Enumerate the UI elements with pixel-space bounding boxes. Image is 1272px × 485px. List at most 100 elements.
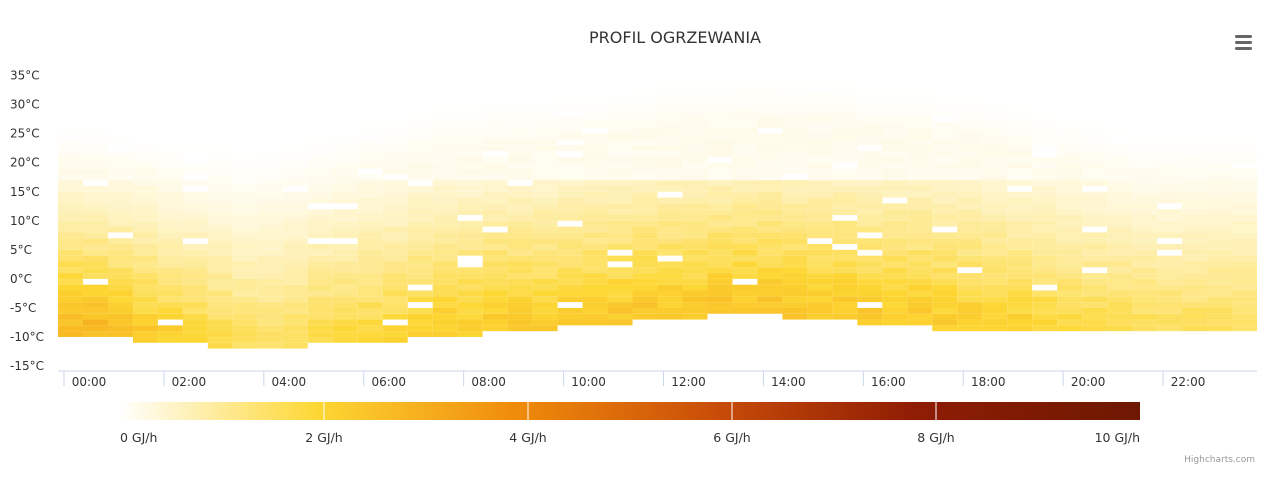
heatmap-cell — [757, 261, 783, 268]
heatmap-cell — [582, 122, 608, 128]
heatmap-cell — [1232, 156, 1257, 163]
heatmap-cell — [957, 122, 983, 128]
heatmap-cell — [432, 331, 458, 337]
heatmap-cell — [507, 302, 533, 308]
heatmap-cell — [1232, 145, 1257, 152]
heatmap-cell — [832, 151, 858, 157]
heatmap-cell — [557, 273, 583, 279]
heatmap-cell — [932, 273, 958, 279]
hamburger-menu-icon[interactable] — [1235, 35, 1252, 50]
heatmap-cell — [857, 313, 883, 320]
heatmap-cell — [882, 127, 908, 134]
heatmap-cell — [482, 278, 508, 285]
heatmap-cell — [432, 319, 458, 326]
heatmap-cell — [657, 273, 683, 279]
heatmap-cell — [107, 278, 133, 285]
heatmap-cell — [1007, 127, 1033, 134]
heatmap-cell — [882, 174, 908, 181]
heatmap-cell — [457, 319, 483, 326]
heatmap-cell — [107, 267, 133, 274]
heatmap-cell — [1057, 226, 1083, 233]
heatmap-cell — [807, 145, 833, 152]
heatmap-cell — [1082, 209, 1108, 215]
heatmap-cell — [1057, 273, 1083, 279]
colorbar-label: 4 GJ/h — [509, 430, 546, 445]
heatmap-cell — [482, 168, 508, 175]
heatmap-cell — [657, 98, 683, 105]
heatmap-cell — [82, 226, 108, 233]
heatmap-cell — [907, 249, 933, 256]
heatmap-cell — [982, 319, 1008, 326]
heatmap-cell — [207, 232, 233, 239]
heatmap-cell — [607, 319, 633, 326]
heatmap-cell — [1182, 267, 1208, 274]
heatmap-cell — [557, 174, 583, 181]
heatmap-cell — [257, 255, 283, 262]
heatmap-cell — [1157, 278, 1183, 285]
heatmap-cell — [207, 191, 233, 198]
heatmap-cell — [207, 197, 233, 204]
heatmap-cell — [882, 244, 908, 250]
heatmap-cell — [82, 203, 108, 210]
heatmap-cell — [357, 203, 383, 210]
heatmap-cell — [307, 273, 333, 279]
heatmap-cell — [932, 104, 958, 111]
heatmap-cell — [857, 122, 883, 128]
heatmap-cell — [532, 313, 558, 320]
heatmap-cell — [1232, 139, 1257, 146]
heatmap-cell — [58, 168, 83, 175]
heatmap-cell — [632, 180, 658, 186]
heatmap-cell — [1082, 203, 1108, 210]
heatmap-cell — [58, 220, 83, 227]
heatmap-cell — [532, 302, 558, 308]
heatmap-cell — [557, 313, 583, 320]
heatmap-cell — [807, 98, 833, 105]
heatmap-cell — [782, 238, 808, 245]
heatmap-cell — [157, 238, 183, 245]
heatmap-cell — [682, 174, 708, 181]
heatmap-cell — [832, 267, 858, 274]
context-menu-button[interactable] — [1228, 29, 1258, 55]
heatmap-cell — [1182, 197, 1208, 204]
heatmap-cell — [207, 174, 233, 181]
heatmap-cell — [1207, 145, 1233, 152]
heatmap-cell — [432, 151, 458, 157]
heatmap-cell — [207, 313, 233, 320]
heatmap-cell — [557, 180, 583, 186]
heatmap-cell — [957, 133, 983, 140]
credits-link[interactable]: Highcharts.com — [1184, 455, 1255, 465]
heatmap-cell — [382, 151, 408, 157]
heatmap-cell — [232, 156, 258, 163]
heatmap-cell — [482, 162, 508, 169]
heatmap-cell — [732, 255, 758, 262]
heatmap-cell — [582, 226, 608, 233]
heatmap-cell — [457, 331, 483, 337]
heatmap-cell — [132, 278, 158, 285]
heatmap-cell — [1107, 191, 1133, 198]
heatmap-cell — [1182, 185, 1208, 192]
heatmap-cell — [507, 215, 533, 221]
heatmap-cell — [757, 191, 783, 198]
heatmap-cell — [732, 220, 758, 227]
heatmap-cell — [1007, 313, 1033, 320]
x-tick-label: 06:00 — [371, 375, 406, 389]
heatmap-cell — [507, 249, 533, 256]
heatmap-cell — [882, 313, 908, 320]
heatmap-cell — [157, 185, 183, 192]
heatmap-cell — [1057, 255, 1083, 262]
heatmap-cell — [807, 133, 833, 140]
heatmap-cell — [632, 145, 658, 152]
heatmap-cell — [232, 284, 258, 291]
heatmap-cell — [407, 185, 433, 192]
heatmap-cell — [382, 267, 408, 274]
heatmap-cell — [632, 238, 658, 245]
heatmap-cell — [232, 180, 258, 186]
heatmap-cell — [882, 296, 908, 303]
heatmap-cell — [882, 273, 908, 279]
heatmap-cell — [1132, 249, 1158, 256]
heatmap-cell — [582, 98, 608, 105]
heatmap-cell — [232, 215, 258, 221]
heatmap-cell — [1207, 174, 1233, 181]
heatmap-cell — [957, 284, 983, 291]
heatmap-cell — [457, 139, 483, 146]
